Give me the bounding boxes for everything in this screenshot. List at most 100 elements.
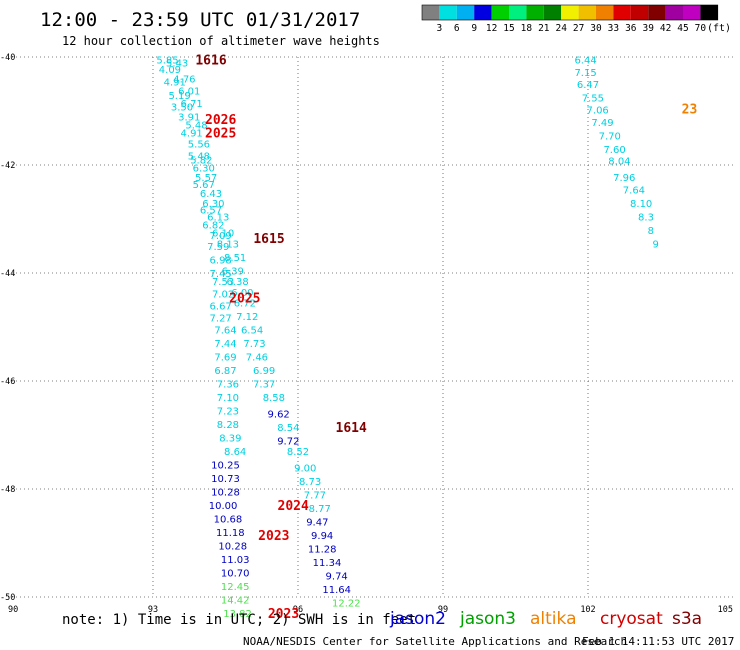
- wave-height-label: 6.01: [178, 86, 200, 97]
- color-scale-tick: 3: [437, 23, 443, 34]
- wave-height-label: 8.10: [630, 199, 652, 210]
- wave-height-label: 7.69: [214, 353, 236, 364]
- color-scale-tick: 27: [573, 23, 584, 34]
- color-scale-swatch: [596, 5, 614, 20]
- wave-height-label: 6.43: [200, 189, 222, 200]
- wave-height-label: 8.73: [299, 477, 321, 488]
- wave-height-label: 5.67: [193, 180, 215, 191]
- wave-height-label: 14.42: [221, 596, 250, 607]
- color-scale-unit: (ft): [707, 23, 731, 34]
- color-scale-frame: [421, 4, 719, 21]
- wave-height-label: 8: [648, 226, 654, 237]
- x-tick-label: 105: [718, 605, 733, 615]
- y-tick-label: -48: [0, 485, 15, 495]
- color-scale-tick: 6: [454, 23, 460, 34]
- color-scale-tick: 9: [471, 23, 477, 34]
- wave-height-label: 7.77: [304, 490, 326, 501]
- wave-height-label: 3.91: [178, 112, 200, 123]
- legend-item-jason3: jason3: [459, 609, 516, 629]
- x-tick-label: 90: [8, 605, 18, 615]
- wave-height-label: 8.54: [277, 423, 299, 434]
- wave-height-label: 4.76: [173, 75, 195, 86]
- wave-height-label: 3.50: [171, 103, 193, 114]
- color-scale-swatch: [491, 5, 509, 20]
- chart-title: 12:00 - 23:59 UTC 01/31/2017: [40, 9, 360, 31]
- color-scale-swatch: [648, 5, 666, 20]
- x-tick-label: 99: [438, 605, 448, 615]
- wave-height-label: 6.47: [577, 80, 599, 91]
- wave-height-label: 7.45: [210, 269, 232, 280]
- wave-height-label: 9.00: [294, 463, 316, 474]
- wave-height-label: 7.53: [212, 277, 234, 288]
- wave-height-label: 8.28: [217, 420, 239, 431]
- color-scale-tick: 42: [660, 23, 671, 34]
- wave-height-label: 11.18: [216, 528, 245, 539]
- credit-line: NOAA/NESDIS Center for Satellite Applica…: [243, 635, 627, 648]
- wave-height-label: 8.3: [638, 212, 654, 223]
- color-scale-swatch: [613, 5, 631, 20]
- wave-height-label: 5.85: [156, 56, 178, 67]
- wave-height-label: 7.10: [217, 393, 239, 404]
- y-tick-label: -42: [0, 161, 15, 171]
- legend-item-altika: altika: [530, 609, 577, 629]
- wave-height-label: 6.54: [241, 326, 263, 337]
- color-scale-swatch: [474, 5, 492, 20]
- wave-height-label: 9: [652, 239, 658, 250]
- wave-height-label: 9.47: [306, 517, 328, 528]
- wave-height-label: 12.22: [332, 598, 361, 609]
- wave-height-label: 6.72: [234, 299, 256, 310]
- generated-timestamp: Feb 1 14:11:53 UTC 2017: [582, 635, 734, 648]
- wave-height-label: 7.55: [582, 94, 604, 105]
- chart-subtitle: 12 hour collection of altimeter wave hei…: [62, 34, 380, 48]
- color-scale-swatch: [578, 5, 596, 20]
- time-annotation: 1616: [195, 54, 226, 69]
- data-labels: 5.855.434.094.764.916.015.196.713.503.91…: [156, 56, 658, 621]
- x-tick-label: 93: [148, 605, 158, 615]
- color-scale-swatch: [509, 5, 527, 20]
- wave-height-label: 7.60: [603, 145, 625, 156]
- wave-height-label: 9.94: [311, 531, 333, 542]
- wave-height-label: 7.70: [599, 131, 621, 142]
- color-scale-swatch: [439, 5, 457, 20]
- color-scale-tick: 18: [521, 23, 533, 34]
- wave-height-label: 7.09: [210, 231, 232, 242]
- color-scale-tick: 36: [625, 23, 637, 34]
- time-annotation: 2023: [258, 529, 289, 544]
- wave-height-label: 8.39: [219, 434, 241, 445]
- y-tick-label: -50: [0, 593, 15, 603]
- color-scale-swatch: [543, 5, 562, 20]
- wave-height-label: 7.12: [236, 312, 258, 323]
- wave-height-label: 7.59: [207, 242, 229, 253]
- wave-height-label: 8.64: [224, 447, 246, 458]
- wave-height-label: 7.23: [217, 407, 239, 418]
- time-annotation: 2025: [205, 127, 236, 142]
- satellite-legend: jason2 jason3 altika cryosat s3a: [389, 609, 702, 629]
- wave-height-label: 5.56: [188, 139, 210, 150]
- wave-height-label: 12.45: [221, 582, 250, 593]
- wave-height-label: 4.91: [164, 77, 186, 88]
- color-scale-bar: 3 6 9 12 15 18 21 24 27 30 33 36 39 42 45 70: [421, 4, 719, 34]
- color-scale-swatch: [561, 5, 579, 20]
- y-tick-label: -46: [0, 377, 15, 387]
- color-scale-tick: 24: [555, 23, 567, 34]
- wave-height-label: 9.72: [277, 436, 299, 447]
- color-scale-tick: 33: [608, 23, 619, 34]
- legend-item-s3a: s3a: [672, 609, 702, 629]
- legend-item-jason2: jason2: [389, 609, 446, 629]
- wave-height-label: 6.13: [207, 212, 229, 223]
- wave-height-label: 7.27: [210, 313, 232, 324]
- wave-height-label: 11.03: [221, 555, 250, 566]
- color-scale-swatch: [700, 5, 718, 20]
- wave-height-label: 10.28: [218, 542, 247, 553]
- wave-height-label: 6.87: [214, 366, 236, 377]
- wave-height-label: 7.73: [243, 339, 265, 350]
- wave-height-label: 6.57: [200, 205, 222, 216]
- wave-height-label: 10.25: [211, 461, 240, 472]
- footnote: note: 1) Time is in UTC; 2) SWH is in fe…: [62, 612, 416, 628]
- wave-height-label: 9.62: [268, 409, 290, 420]
- wave-height-label: 9.74: [326, 571, 348, 582]
- color-scale-tick: 30: [590, 23, 602, 34]
- wave-height-label: 5.48: [185, 121, 207, 132]
